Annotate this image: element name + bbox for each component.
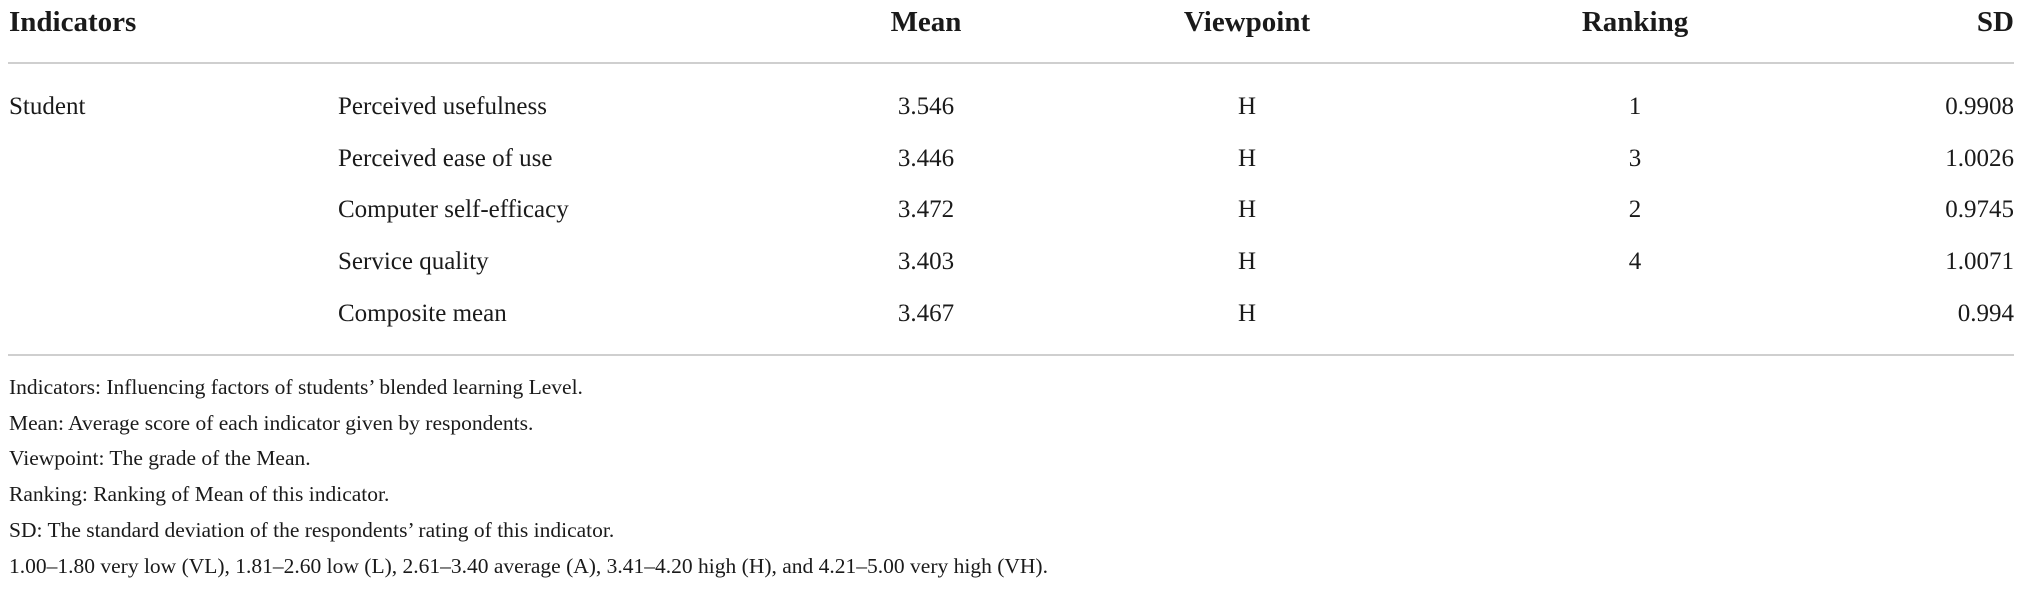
- header-divider: [8, 62, 2014, 64]
- row-mean-value: 3.446: [897, 145, 955, 172]
- footnote-mean: Mean: Average score of each indicator gi…: [9, 411, 534, 435]
- group-label-student: Student: [9, 93, 86, 120]
- row-indicator: Composite mean: [338, 300, 507, 327]
- header-ranking-label: Ranking: [1581, 6, 1689, 38]
- row-sd: 1.0026: [1945, 145, 2014, 172]
- row-ranking-value: 2: [1628, 196, 1642, 223]
- footnote-scale: 1.00–1.80 very low (VL), 1.81–2.60 low (…: [9, 554, 1048, 578]
- row-mean-value: 3.546: [897, 93, 955, 120]
- table-bottom-divider: [8, 354, 2014, 356]
- row-viewpoint-value: H: [1237, 145, 1257, 172]
- header-viewpoint-label: Viewpoint: [1183, 6, 1311, 38]
- row-ranking-value: 4: [1628, 248, 1642, 275]
- header-mean-label: Mean: [890, 6, 962, 38]
- row-ranking-value: 3: [1628, 145, 1642, 172]
- row-indicator: Perceived usefulness: [338, 93, 547, 120]
- row-indicator: Computer self-efficacy: [338, 196, 569, 223]
- footnote-ranking: Ranking: Ranking of Mean of this indicat…: [9, 482, 390, 506]
- row-mean-value: 3.403: [897, 248, 955, 275]
- row-indicator: Service quality: [338, 248, 489, 275]
- row-sd: 0.9745: [1945, 196, 2014, 223]
- row-indicator: Perceived ease of use: [338, 145, 553, 172]
- row-mean-value: 3.472: [897, 196, 955, 223]
- row-sd: 1.0071: [1945, 248, 2014, 275]
- row-viewpoint-value: H: [1237, 248, 1257, 275]
- header-sd: SD: [1976, 6, 2014, 38]
- row-mean-value: 3.467: [897, 300, 955, 327]
- row-ranking-value: 1: [1628, 93, 1642, 120]
- row-viewpoint-value: H: [1237, 300, 1257, 327]
- header-indicators: Indicators: [9, 6, 137, 38]
- row-viewpoint-value: H: [1237, 93, 1257, 120]
- row-viewpoint-value: H: [1237, 196, 1257, 223]
- row-sd: 0.9908: [1945, 93, 2014, 120]
- row-sd: 0.994: [1957, 300, 2014, 327]
- footnote-indicators: Indicators: Influencing factors of stude…: [9, 375, 583, 399]
- footnote-viewpoint: Viewpoint: The grade of the Mean.: [9, 446, 311, 470]
- footnote-sd: SD: The standard deviation of the respon…: [9, 518, 615, 542]
